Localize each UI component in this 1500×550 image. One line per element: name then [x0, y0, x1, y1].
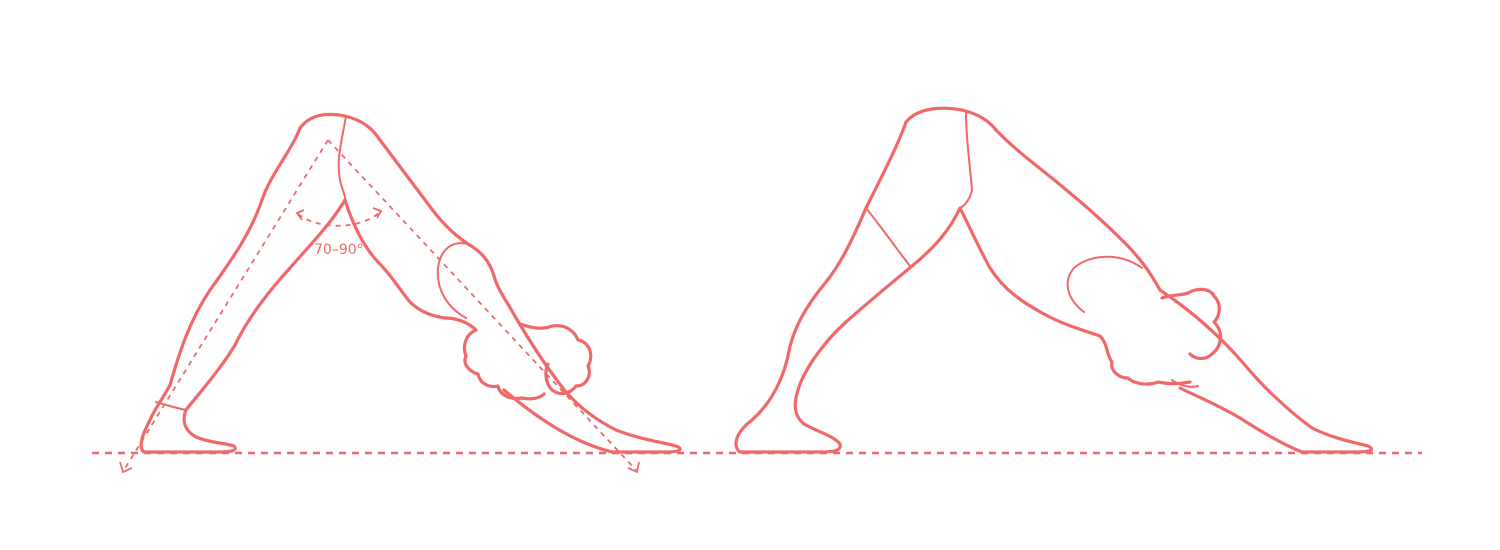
right-figure-head — [1098, 334, 1192, 386]
right-figure-seam — [959, 111, 973, 209]
right-figure-shoulder — [1066, 255, 1143, 313]
angle-arc — [297, 211, 381, 227]
right-figure-leg-front — [738, 206, 962, 454]
figure-right — [734, 106, 1374, 454]
left-figure-head — [462, 328, 546, 401]
right-figure-belly — [958, 206, 1102, 338]
angle-arc-arrow-right — [372, 207, 383, 219]
right-figure-shorts-band — [865, 207, 911, 267]
angle-label: 70–90° — [314, 242, 364, 258]
left-figure-guide-back — [123, 139, 329, 471]
right-figure-thigh-back — [734, 120, 908, 454]
right-figure-back — [994, 128, 1162, 292]
left-figure-arm — [502, 316, 682, 454]
angle-arc-arrow-left — [295, 209, 305, 221]
left-figure-guide-front — [327, 139, 637, 471]
left-figure-ankle-band — [155, 401, 187, 411]
figure-left: 70–90° — [119, 112, 682, 474]
left-figure-leg-back — [139, 126, 302, 454]
left-figure-leg-front — [142, 198, 347, 454]
right-figure-hair — [1160, 287, 1223, 361]
right-figure-hip — [904, 106, 998, 132]
right-figure-arm — [1158, 288, 1374, 454]
left-figure-seam — [337, 115, 347, 201]
left-figure-hip — [298, 112, 382, 142]
right-figure-ear — [1171, 379, 1199, 388]
left-figure-hair — [518, 322, 593, 396]
left-figure-belly — [343, 198, 478, 332]
left-figure-shoulder — [436, 242, 469, 319]
left-figure-guide-arrow-back — [119, 461, 133, 474]
left-figure-guide-arrow-front — [627, 461, 640, 474]
